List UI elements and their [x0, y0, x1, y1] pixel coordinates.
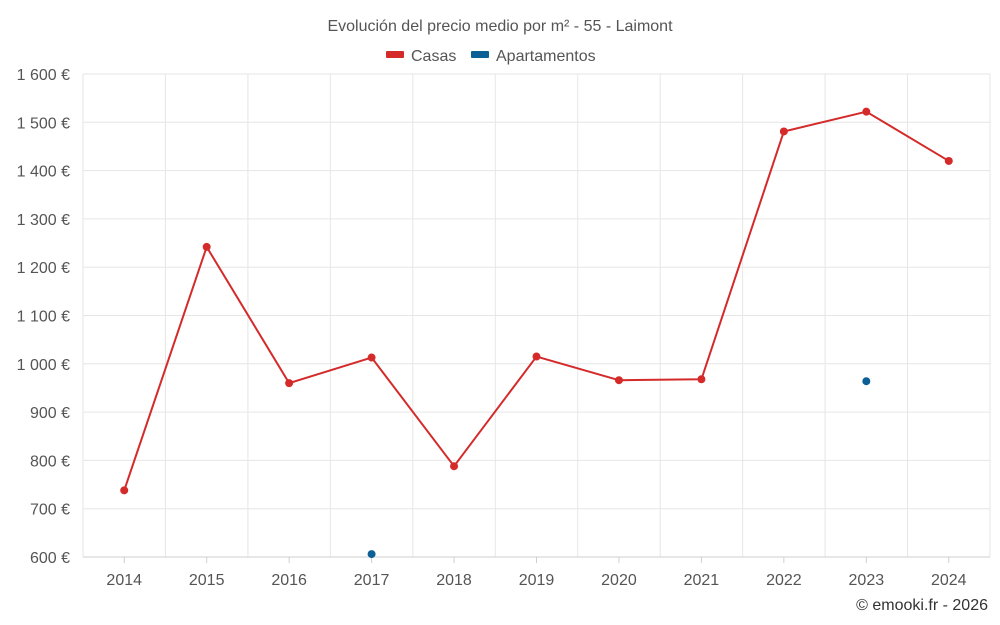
- data-point-casas: [202, 242, 211, 251]
- x-tick-label: 2021: [684, 572, 720, 589]
- series-casas: [120, 107, 953, 495]
- legend-swatch-casas: [386, 51, 404, 58]
- y-tick-label: 1 600 €: [17, 67, 70, 84]
- series: [120, 107, 953, 559]
- data-point-casas: [532, 352, 541, 361]
- series-apartamentos: [367, 377, 871, 559]
- x-tick-label: 2018: [436, 572, 472, 589]
- x-tick-label: 2019: [519, 572, 555, 589]
- data-point-casas: [614, 376, 623, 385]
- legend-item-apartamentos[interactable]: Apartamentos: [471, 48, 596, 65]
- y-tick-label: 800 €: [30, 453, 70, 470]
- y-tick-label: 700 €: [30, 502, 70, 519]
- data-point-casas: [779, 127, 788, 136]
- x-tick-label: 2022: [766, 572, 802, 589]
- axes: 600 € 700 € 800 € 900 € 1 000 € 1 100 € 1 200 …: [17, 67, 990, 589]
- grid: [82, 73, 991, 558]
- data-point-casas: [120, 486, 129, 495]
- y-tick-label: 1 400 €: [17, 164, 70, 181]
- y-tick-label: 1 300 €: [17, 212, 70, 229]
- x-tick-label: 2016: [271, 572, 307, 589]
- legend-label-casas: Casas: [411, 48, 456, 65]
- legend: Casas Apartamentos: [386, 48, 596, 65]
- x-tick-label: 2017: [354, 572, 390, 589]
- chart-title: Evolución del precio medio por m² - 55 -…: [327, 18, 673, 35]
- data-point-casas: [285, 379, 294, 388]
- data-point-casas: [862, 107, 871, 116]
- x-tick-label: 2023: [849, 572, 885, 589]
- data-point-casas: [450, 462, 459, 471]
- y-tick-label: 1 200 €: [17, 260, 70, 277]
- y-tick-label: 1 000 €: [17, 357, 70, 374]
- y-tick-label: 1 100 €: [17, 309, 70, 326]
- data-point-casas: [367, 353, 376, 362]
- data-point-casas: [944, 156, 953, 165]
- y-tick-label: 600 €: [30, 550, 70, 567]
- data-point-apartamentos: [367, 550, 376, 559]
- legend-item-casas[interactable]: Casas: [386, 48, 456, 65]
- data-point-casas: [697, 375, 706, 384]
- legend-swatch-apartamentos: [471, 51, 489, 58]
- legend-label-apartamentos: Apartamentos: [496, 48, 596, 65]
- x-tick-label: 2020: [601, 572, 637, 589]
- x-tick-label: 2014: [106, 572, 142, 589]
- x-tick-label: 2015: [189, 572, 225, 589]
- y-tick-label: 900 €: [30, 405, 70, 422]
- x-tick-label: 2024: [931, 572, 967, 589]
- credit-text: © emooki.fr - 2026: [856, 597, 988, 614]
- y-tick-label: 1 500 €: [17, 115, 70, 132]
- data-point-apartamentos: [862, 377, 871, 386]
